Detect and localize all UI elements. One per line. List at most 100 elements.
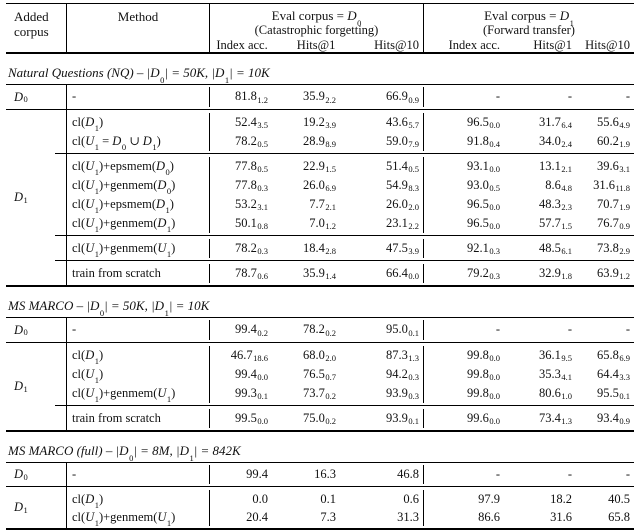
value-cell: 66.90.9 [340, 87, 424, 107]
value-cell: 78.20.5 [235, 133, 268, 150]
header-method: Method [67, 4, 210, 52]
value-cell: 46.718.6 [230, 347, 268, 364]
table-row: - 99.4 16.3 46.8 - - - [55, 465, 634, 484]
table-row: cl(D1) 0.0 0.1 0.6 97.9 18.2 40.5 [55, 489, 634, 509]
value-cell: 22.91.5 [303, 158, 336, 175]
eval0-title: Eval corpus = D0 [271, 8, 362, 28]
value-cell: 20.4 [246, 509, 268, 524]
metric-header-hits10: Hits@10 [374, 38, 420, 52]
value-cell: 99.50.0 [235, 410, 268, 427]
value-cell: 63.91.2 [597, 265, 630, 282]
value-cell: 65.86.9 [597, 347, 630, 364]
table-row: - 99.40.2 78.20.2 95.00.1 - - - [55, 320, 634, 340]
value-cell: 28.98.9 [303, 133, 336, 150]
value-cell: 47.53.9 [340, 238, 424, 258]
eval0-metric-headers: Index acc. Hits@1 Hits@10 [210, 37, 423, 55]
table-section: MS MARCO – |D0| = 50K, |D1| = 10K D 0-99.4… [6, 287, 634, 432]
value-cell: 86.6 [478, 509, 500, 524]
eval1-title: Eval corpus = D1 [484, 8, 574, 28]
value-cell: 18.2 [550, 491, 572, 506]
table-row: cl(U1)+genmem(U1) 99.30.1 73.70.2 93.90.3 99… [55, 383, 634, 403]
value-cell: 54.98.3 [340, 175, 424, 195]
value-cell: 66.40.0 [340, 263, 424, 283]
method-group: - 99.40.2 78.20.2 95.00.1 - - - [55, 318, 634, 342]
table-row: cl(U1 = D0 ∪ D1) 78.20.5 28.98.9 59.07.9 91.… [55, 131, 634, 151]
empty-cell: - [495, 89, 500, 103]
rows-area: cl(D1) 0.0 0.1 0.6 97.9 18.2 40.5 cl(U1)+genmem… [55, 487, 634, 528]
empty-cell: - [495, 322, 500, 336]
empty-cell: - [495, 467, 500, 481]
value-cell: 76.70.9 [597, 215, 630, 232]
table-row: cl(U1)+epsmem(D1) 53.23.1 7.72.1 26.02.0 96.… [55, 194, 634, 214]
eval1-subtitle: (Forward transfer) [483, 23, 575, 37]
rows-area: cl(D1) 52.43.5 19.23.9 43.65.7 96.50.0 31.76.… [55, 110, 634, 285]
value-cell: 8.64.8 [545, 177, 572, 194]
method-group: train from scratch 99.50.0 75.00.2 93.90.1 9… [55, 405, 634, 430]
method-group: - 81.81.2 35.92.2 66.90.9 - - - [55, 85, 634, 109]
metric-header-index-acc: Index acc. [216, 38, 268, 52]
method-cell: cl(D1) [67, 489, 210, 509]
method-cell: train from scratch [67, 408, 210, 428]
eval1-metric-headers: Index acc. Hits@1 Hits@10 [424, 37, 634, 55]
table-row: cl(U1)+epsmem(D0) 77.80.5 22.91.5 51.40.5 93… [55, 156, 634, 176]
value-cell: 93.40.9 [597, 410, 630, 427]
value-cell: 95.00.1 [340, 320, 424, 340]
rows-area: - 81.81.2 35.92.2 66.90.9 - - - [55, 85, 634, 109]
value-cell: 73.41.3 [539, 410, 572, 427]
eval0-subtitle: (Catastrophic forgetting) [254, 23, 379, 37]
value-cell: 68.02.0 [303, 347, 336, 364]
value-cell: 43.65.7 [340, 112, 424, 132]
value-cell: 39.63.1 [597, 158, 630, 175]
corpus-block: D 1 cl(D1) 0.0 0.1 0.6 97.9 18.2 40.5 cl(U1)+genm… [6, 487, 634, 528]
value-cell: 34.02.4 [539, 133, 572, 150]
empty-cell: - [625, 89, 630, 103]
method-cell: cl(U1)+genmem(U1) [67, 507, 210, 527]
method-cell: cl(U1 = D0 ∪ D1) [67, 131, 210, 151]
value-cell: 7.72.1 [309, 196, 336, 213]
method-group: cl(D1) 52.43.5 19.23.9 43.65.7 96.50.0 31.76.… [55, 110, 634, 153]
value-cell: 23.12.2 [340, 213, 424, 233]
value-cell: 7.01.2 [309, 215, 336, 232]
header-eval-corpus-d0: Eval corpus = D0 (Catastrophic forgettin… [210, 4, 424, 52]
value-cell: 70.71.9 [597, 196, 630, 213]
value-cell: 19.23.9 [303, 114, 336, 131]
value-cell: 99.40.2 [235, 322, 268, 338]
value-cell: 99.80.0 [467, 366, 500, 383]
method-cell: train from scratch [67, 263, 210, 283]
method-cell: cl(U1) [67, 364, 210, 384]
method-cell: cl(U1)+epsmem(D1) [67, 194, 210, 214]
value-cell: 99.40.0 [235, 366, 268, 383]
value-cell: 96.50.0 [467, 196, 500, 213]
value-cell: 0.0 [252, 491, 268, 506]
empty-cell: - [567, 322, 572, 336]
metric-header-hits10: Hits@10 [585, 38, 630, 52]
value-cell: 52.43.5 [235, 114, 268, 131]
method-cell: cl(U1)+genmem(D1) [67, 213, 210, 233]
empty-cell: - [625, 467, 630, 481]
value-cell: 48.32.3 [539, 196, 572, 213]
table-header: Added corpus Method Eval corpus = D0 (Ca… [6, 3, 634, 54]
table-row: cl(U1)+genmem(U1) 20.4 7.3 31.3 86.6 31.6 65.8 [55, 507, 634, 527]
value-cell: 0.6 [340, 489, 424, 508]
value-cell: 26.02.0 [340, 194, 424, 214]
metric-header-index-acc: Index acc. [448, 38, 500, 52]
corpus-block: D 0-99.40.2 78.20.2 95.00.1- - - [6, 318, 634, 343]
corpus-block: D 1 cl(D1) 52.43.5 19.23.9 43.65.7 96.50.0 31.7… [6, 110, 634, 285]
value-cell: 79.20.3 [467, 265, 500, 282]
value-cell: 31.3 [340, 507, 424, 526]
value-cell: 51.40.5 [340, 156, 424, 176]
method-cell: - [67, 87, 210, 107]
value-cell: 76.50.7 [303, 366, 336, 383]
method-group: cl(U1)+genmem(U1) 78.20.3 18.42.8 47.53.9 92… [55, 235, 634, 260]
value-cell: 95.50.1 [597, 385, 630, 402]
method-group: cl(D1) 0.0 0.1 0.6 97.9 18.2 40.5 cl(U1)+genmem… [55, 487, 634, 528]
value-cell: 0.1 [320, 491, 336, 506]
value-cell: 97.9 [478, 491, 500, 506]
table-row: cl(U1)+genmem(D1) 50.10.8 7.01.2 23.12.2 96.… [55, 213, 634, 233]
section-title: MS MARCO – |D0| = 50K, |D1| = 10K [6, 287, 634, 318]
value-cell: 13.12.1 [539, 158, 572, 175]
header-eval-corpus-d1: Eval corpus = D1 (Forward transfer) Inde… [424, 4, 634, 52]
rows-area: - 99.4 16.3 46.8 - - - [55, 463, 634, 486]
empty-cell: - [567, 467, 572, 481]
